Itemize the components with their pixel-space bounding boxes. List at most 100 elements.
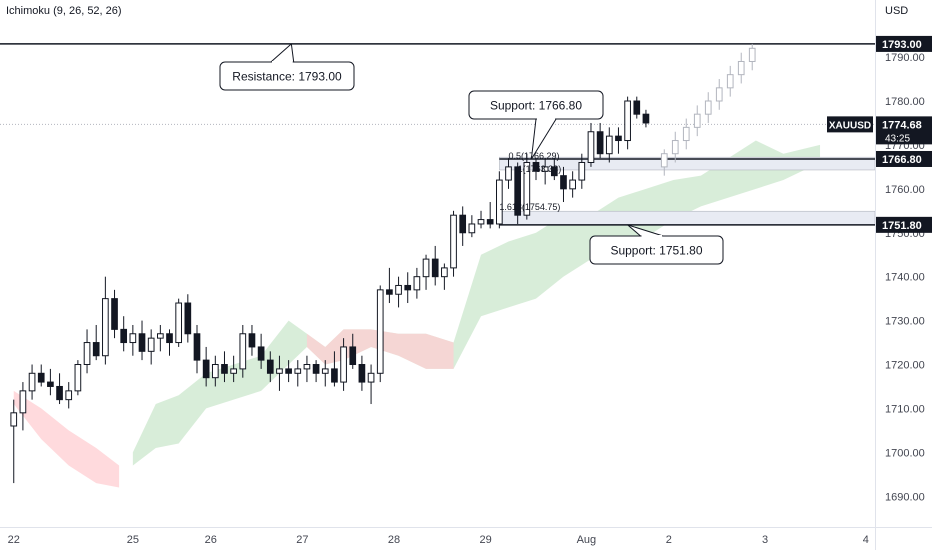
price-badge-1751.80: 1751.80 (876, 217, 932, 233)
candle-body (469, 224, 475, 233)
candle-body (20, 391, 26, 413)
y-tick-label: 1740.00 (885, 272, 925, 284)
candle-body (749, 48, 755, 61)
candle-body (322, 369, 328, 373)
candle-47 (442, 264, 448, 290)
candle-body (738, 61, 744, 74)
y-tick-label: 1690.00 (885, 491, 925, 503)
y-tick-label: 1730.00 (885, 316, 925, 328)
candle-body (694, 114, 700, 127)
callout-pointer (271, 44, 294, 62)
callout-text: Support: 1766.80 (490, 99, 582, 113)
candle-body (286, 369, 292, 373)
candle-body (727, 75, 733, 88)
candle-body (451, 215, 457, 268)
callout-0: Resistance: 1793.00 (220, 44, 354, 90)
candle-body (277, 369, 283, 373)
candle-body (350, 347, 356, 365)
candle-41 (387, 268, 393, 303)
candle-body (616, 136, 622, 140)
candle-14 (139, 321, 145, 361)
x-tick-label: 2 (666, 534, 672, 546)
candle-20 (194, 325, 200, 373)
candle-body (75, 365, 81, 391)
candle-19 (185, 294, 191, 342)
candle-66 (616, 127, 622, 153)
candle-15 (148, 329, 154, 364)
candle-31 (295, 360, 301, 386)
candle-26 (249, 325, 255, 356)
candle-body (130, 334, 136, 343)
y-tick-label: 1790.00 (885, 52, 925, 64)
candle-48 (451, 211, 457, 277)
y-tick-label: 1760.00 (885, 184, 925, 196)
candle-body (387, 290, 393, 294)
candle-body (185, 303, 191, 334)
candle-body (249, 334, 255, 347)
candle-body (487, 220, 493, 224)
projection-candle-0 (661, 149, 667, 175)
candle-body (11, 413, 17, 426)
y-tick-label: 1710.00 (885, 403, 925, 415)
candle-body (38, 373, 44, 382)
fib-label-2: 1.618(1754.75) (499, 202, 560, 212)
candle-body (176, 303, 182, 343)
candle-body (625, 101, 631, 141)
candle-body (93, 343, 99, 356)
candle-body (597, 132, 603, 154)
projection-candle-6 (727, 66, 733, 97)
badge-price: 1751.80 (882, 220, 922, 232)
price-badge-1766.80: 1766.80 (876, 151, 932, 167)
candle-body (332, 369, 338, 382)
candle-64 (597, 123, 603, 158)
candle-32 (304, 356, 310, 382)
x-tick-label: 25 (127, 534, 139, 546)
candle-11 (112, 290, 118, 338)
candle-body (432, 259, 438, 277)
candle-39 (368, 365, 374, 405)
badge-price: 1793.00 (882, 39, 922, 51)
candle-52 (487, 202, 493, 228)
candle-body (396, 285, 402, 294)
candle-body (121, 329, 127, 342)
candle-body (57, 386, 63, 399)
candle-body (194, 334, 200, 360)
callout-1: Support: 1766.80 (469, 91, 603, 159)
candle-42 (396, 277, 402, 308)
candle-body (240, 334, 246, 369)
candle-body (683, 127, 689, 140)
y-tick-label: 1780.00 (885, 96, 925, 108)
candle-49 (460, 206, 466, 246)
x-tick-label: 3 (762, 534, 768, 546)
currency-label: USD (885, 5, 908, 17)
badge-price: 1766.80 (882, 154, 922, 166)
candle-2 (29, 365, 35, 400)
axis-separator-horizontal (0, 527, 932, 528)
candle-body (506, 167, 512, 180)
candle-33 (313, 360, 319, 382)
candle-body (222, 365, 228, 374)
indicator-legend[interactable]: Ichimoku (9, 26, 52, 26) (6, 5, 122, 17)
price-badges: 1793.001766.801751.801774.6843:25XAUUSD (827, 36, 932, 233)
projection-candle-3 (694, 105, 700, 136)
candle-body (716, 88, 722, 101)
candle-17 (167, 329, 173, 355)
symbol-badge: XAUUSD (829, 120, 871, 131)
candle-body (460, 215, 466, 233)
candle-body (634, 101, 640, 114)
candle-43 (405, 272, 411, 303)
candle-body (672, 141, 678, 154)
candle-body (112, 299, 118, 330)
candle-44 (414, 268, 420, 299)
candle-body (139, 334, 145, 352)
time-axis[interactable]: 22 25 26 27 28 29 Aug 2 3 4 (8, 534, 869, 546)
candle-body (84, 343, 90, 365)
candle-45 (423, 255, 429, 290)
candle-body (304, 365, 310, 369)
x-tick-label: 27 (296, 534, 308, 546)
candle-body (212, 365, 218, 378)
candle-body (570, 180, 576, 189)
candle-6 (66, 382, 72, 408)
price-badge-1793.00: 1793.00 (876, 36, 932, 52)
